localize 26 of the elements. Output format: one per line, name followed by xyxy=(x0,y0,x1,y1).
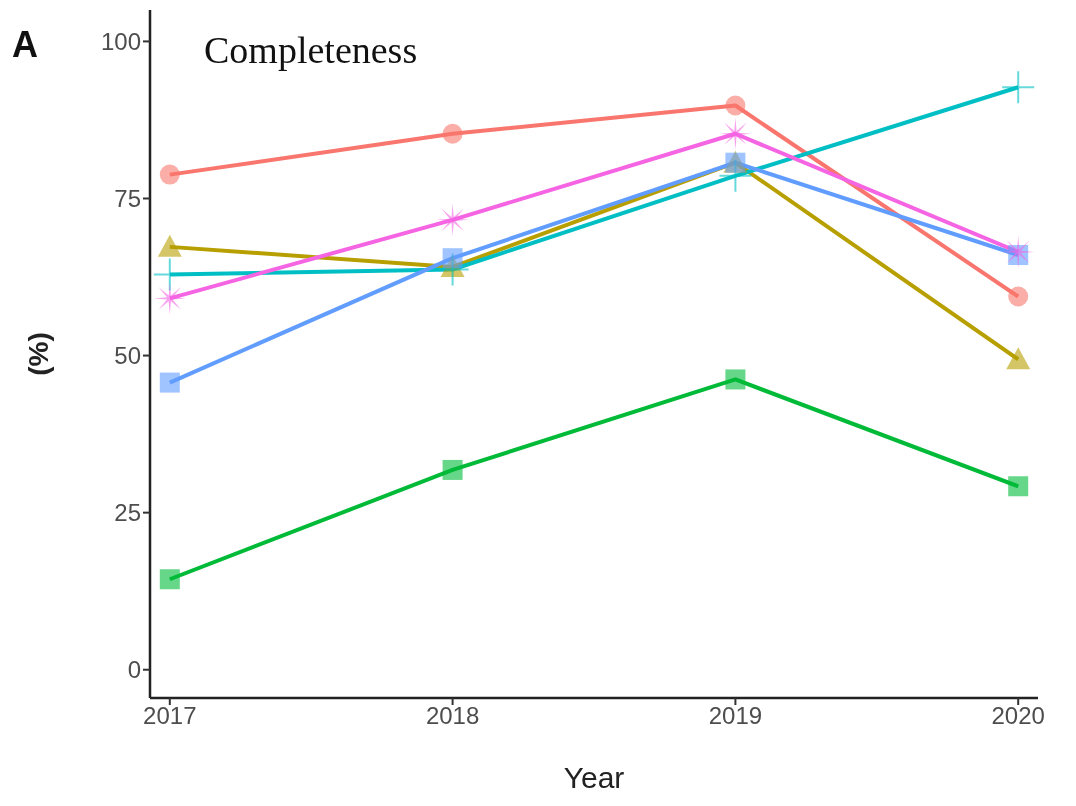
y-tick-label: 100 xyxy=(100,27,141,55)
point xyxy=(159,372,180,393)
x-tick-label: 2017 xyxy=(143,702,197,730)
x-tick-label: 2020 xyxy=(991,702,1045,730)
point xyxy=(1006,347,1031,370)
point xyxy=(1002,71,1035,104)
x-tick-label: 2018 xyxy=(425,702,480,730)
x-tick-label: 2019 xyxy=(708,702,763,730)
y-tick-label: 25 xyxy=(114,499,141,527)
y-tick-label: 0 xyxy=(127,656,141,684)
x-axis-title: Year xyxy=(563,761,625,794)
point xyxy=(1008,286,1029,307)
point xyxy=(1008,476,1029,497)
point xyxy=(442,248,463,269)
point xyxy=(442,123,463,144)
point xyxy=(725,95,746,116)
point xyxy=(442,459,463,480)
y-tick-label: 75 xyxy=(114,185,141,213)
point xyxy=(725,369,746,390)
text: A xyxy=(12,24,38,66)
point xyxy=(157,234,182,257)
y-axis-title: (%) xyxy=(22,332,54,376)
text: Completeness xyxy=(204,28,418,72)
point xyxy=(159,164,180,185)
y-tick-label: 50 xyxy=(114,342,141,370)
point xyxy=(159,569,180,590)
